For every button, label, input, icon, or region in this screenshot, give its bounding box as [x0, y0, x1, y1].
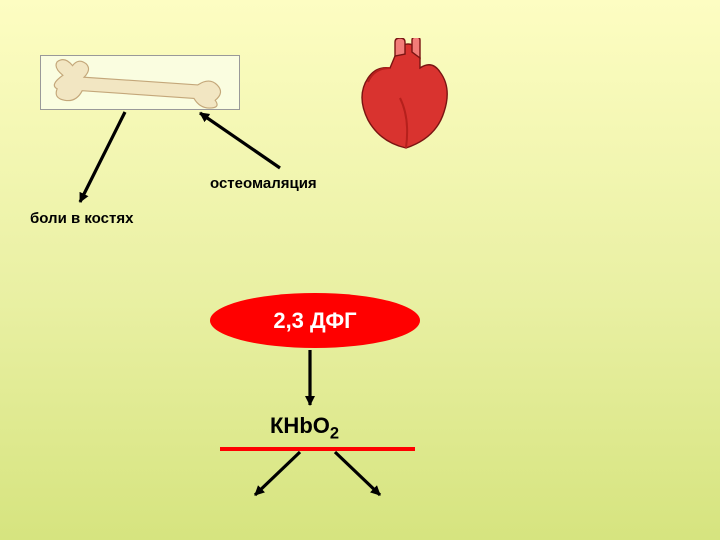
label-bone-pain: боли в костях	[30, 210, 133, 227]
arrow	[255, 452, 300, 495]
diagram-canvas: боли в костях остеомаляция 2,3 ДФГ КHbO2	[0, 0, 720, 540]
heart-illustration	[340, 38, 460, 153]
arrow	[335, 452, 380, 495]
red-ellipse-dpg: 2,3 ДФГ	[210, 293, 420, 348]
formula-base: КHbO	[270, 413, 330, 438]
ellipse-text: 2,3 ДФГ	[273, 308, 356, 334]
label-osteomalacia: остеомаляция	[210, 175, 317, 192]
arrow	[200, 113, 280, 168]
heart-icon	[340, 38, 460, 153]
formula-khbo2: КHbO2	[270, 413, 339, 443]
bone-icon	[41, 56, 239, 109]
formula-sub: 2	[330, 424, 339, 442]
red-underline	[220, 447, 415, 451]
bone-illustration	[40, 55, 240, 110]
arrow	[80, 112, 125, 202]
